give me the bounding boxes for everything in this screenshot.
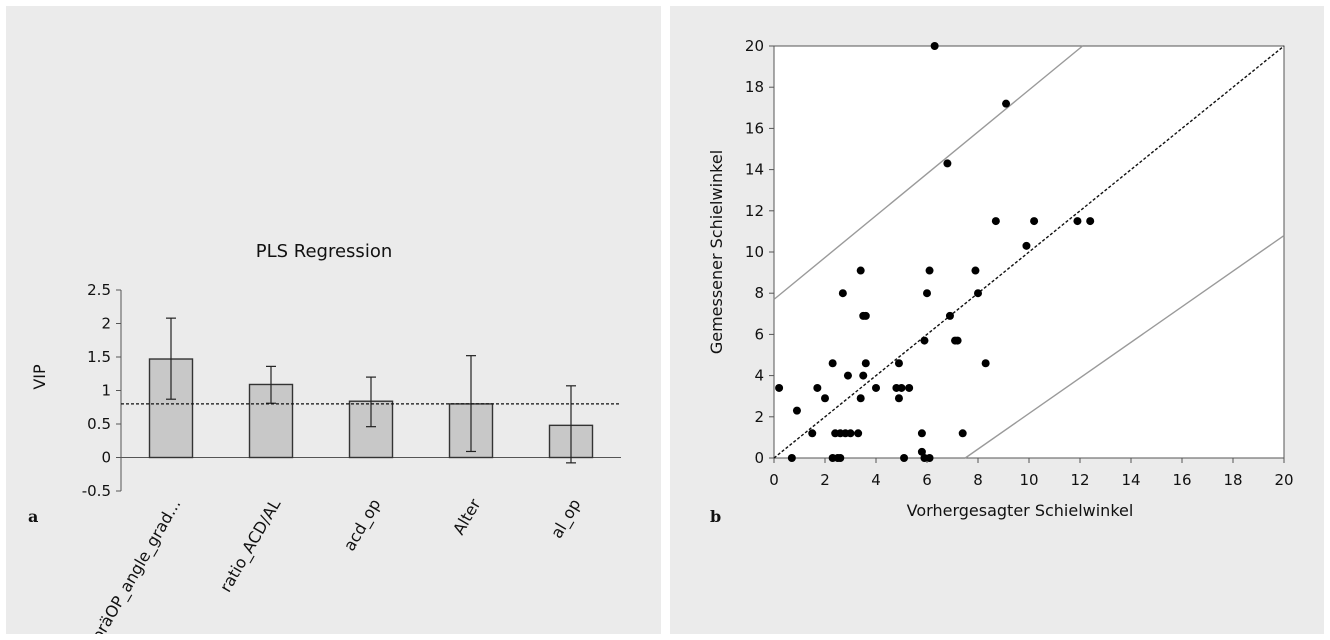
scatter-point (861, 359, 870, 368)
scatter-point (861, 311, 870, 320)
scatter-point (945, 311, 954, 320)
panel-label-b: b (710, 507, 721, 526)
scatter-point (925, 454, 934, 462)
category-label: ratio_ACD/AL (216, 495, 286, 595)
scatter-point (872, 383, 880, 392)
y-tick-label: 2 (101, 315, 111, 333)
scatter-point (843, 371, 852, 380)
category-label: Alter (449, 495, 485, 538)
scatter-point (900, 454, 909, 462)
y-tick-label: 12 (745, 202, 764, 220)
y-tick-label: 0.5 (87, 415, 111, 433)
y-tick-label: 2.5 (87, 281, 111, 299)
scatter-point (1022, 241, 1031, 250)
scatter-point (792, 406, 801, 415)
scatter-point (1073, 217, 1082, 226)
y-tick-label: 2 (754, 408, 764, 426)
x-tick-label: 20 (1274, 471, 1293, 489)
lower-bound-line (964, 234, 1285, 459)
chart-title: PLS Regression (256, 241, 393, 262)
panel-a-bar-chart: PLS Regression VIP a -0.5 0 0.5 1 1.5 2 2.5 prä… (6, 6, 661, 634)
scatter-point (1030, 217, 1039, 226)
x-axis-label: Vorhergesagter Schielwinkel (907, 501, 1134, 520)
y-tick-label: 18 (745, 78, 764, 96)
scatter-point (917, 429, 926, 438)
scatter-point (856, 266, 865, 275)
panel-b-scatter-chart: Vorhergesagter Schielwinkel Gemessener S… (670, 6, 1324, 634)
scatter-point (958, 429, 967, 438)
scatter-point (821, 394, 829, 403)
y-axis-label: Gemessener Schielwinkel (707, 150, 726, 354)
scatter-point (974, 289, 982, 298)
y-tick-label: 16 (745, 119, 764, 137)
scatter-point (1086, 217, 1095, 226)
x-tick-label: 10 (1019, 471, 1038, 489)
category-label: al_op (547, 496, 585, 543)
scatter-point (943, 159, 952, 168)
y-tick-label: 20 (745, 37, 764, 55)
scatter-point (923, 289, 931, 298)
scatter-point (828, 359, 837, 368)
scatter-point (991, 217, 1000, 226)
category-label: präOP_angle_grad... (87, 496, 185, 635)
y-tick-label: 4 (754, 367, 764, 385)
y-tick-label: 8 (754, 284, 764, 302)
y-tick-label: 14 (745, 161, 764, 179)
vip-bar-chart: PLS Regression VIP a -0.5 0 0.5 1 1.5 2 2.5 prä… (28, 241, 621, 635)
x-tick-label: 18 (1223, 471, 1242, 489)
scatter-point (813, 383, 822, 392)
y-tick-label: 0 (101, 449, 111, 467)
y-tick-label: 10 (745, 243, 764, 261)
scatter-point (787, 454, 796, 462)
y-axis-label: VIP (30, 364, 49, 390)
scatter-point (838, 289, 847, 298)
x-tick-label: 12 (1070, 471, 1089, 489)
scatter-point (917, 447, 926, 456)
scatter-point (836, 454, 845, 462)
x-tick-label: 16 (1172, 471, 1191, 489)
scatter-point (930, 42, 939, 50)
scatter-point (897, 383, 906, 392)
scatter-point (953, 336, 962, 345)
y-tick-label: 1 (101, 382, 111, 400)
scatter-point (981, 359, 990, 368)
scatter-point (854, 429, 863, 438)
scatter-point (775, 383, 784, 392)
y-tick-label: 6 (754, 325, 764, 343)
scatter-point (905, 383, 914, 392)
scatter-point (894, 394, 903, 403)
panel-label-a: a (28, 507, 38, 526)
strabismus-scatter-chart: Vorhergesagter Schielwinkel Gemessener S… (707, 37, 1294, 526)
x-tick-label: 14 (1121, 471, 1140, 489)
scatter-point (894, 359, 903, 368)
x-tick-label: 2 (820, 471, 830, 489)
scatter-point (859, 371, 868, 380)
x-tick-label: 6 (922, 471, 932, 489)
scatter-point (1002, 99, 1011, 108)
upper-bound-line (773, 45, 1083, 300)
category-label: acd_op (340, 496, 386, 555)
scatter-point (925, 266, 934, 275)
y-tick-label: 1.5 (87, 348, 111, 366)
scatter-point (971, 266, 980, 275)
y-tick-label: 0 (754, 449, 764, 467)
y-tick-label: -0.5 (82, 482, 111, 500)
scatter-point (920, 336, 929, 345)
x-tick-label: 4 (871, 471, 881, 489)
scatter-point (846, 429, 855, 438)
scatter-point (856, 394, 865, 403)
x-tick-label: 0 (769, 471, 779, 489)
x-tick-label: 8 (973, 471, 983, 489)
identity-line (773, 45, 1285, 459)
scatter-point (808, 429, 817, 438)
